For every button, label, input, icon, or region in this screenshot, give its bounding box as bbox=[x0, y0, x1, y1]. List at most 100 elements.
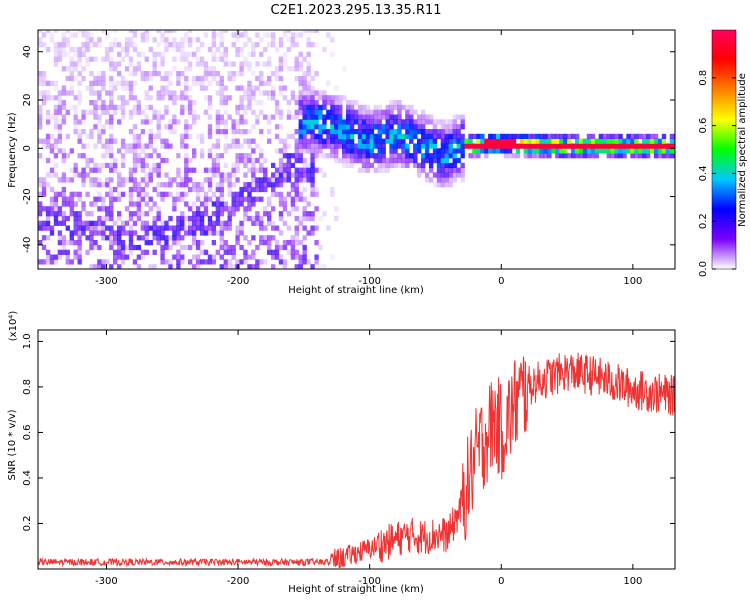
heatmap-cell bbox=[176, 196, 181, 202]
heatmap-cell bbox=[235, 138, 240, 144]
heatmap-cell bbox=[152, 235, 157, 241]
heatmap-cell bbox=[349, 104, 355, 111]
heatmap-cell bbox=[314, 254, 319, 260]
heatmap-cell bbox=[164, 109, 169, 115]
heatmap-cell bbox=[397, 104, 402, 111]
heatmap-cell bbox=[306, 114, 311, 120]
heatmap-cell bbox=[101, 201, 106, 207]
heatmap-cell bbox=[456, 129, 461, 135]
heatmap-cell bbox=[334, 95, 339, 101]
heatmap-cell bbox=[128, 191, 134, 197]
heatmap-cell bbox=[377, 129, 382, 135]
heatmap-cell bbox=[610, 148, 615, 154]
heatmap-cell bbox=[267, 56, 272, 62]
heatmap-cell bbox=[306, 259, 311, 265]
heatmap-cell bbox=[49, 201, 55, 207]
heatmap-cell bbox=[38, 225, 43, 231]
heatmap-cell bbox=[61, 172, 67, 178]
heatmap-cell bbox=[223, 85, 228, 91]
heatmap-cell bbox=[85, 211, 90, 217]
heatmap-cell bbox=[81, 172, 86, 178]
heatmap-cell bbox=[128, 143, 134, 149]
heatmap-cell bbox=[73, 66, 78, 72]
heatmap-cell bbox=[278, 85, 284, 91]
heatmap-cell bbox=[630, 133, 635, 140]
heatmap-cell bbox=[160, 138, 165, 144]
heatmap-cell bbox=[334, 124, 339, 130]
heatmap-cell bbox=[176, 259, 181, 265]
heatmap-cell bbox=[203, 109, 209, 115]
heatmap-cell bbox=[223, 119, 228, 125]
heatmap-cell bbox=[338, 100, 343, 106]
heatmap-cell bbox=[259, 80, 264, 86]
heatmap-cell bbox=[255, 259, 260, 265]
heatmap-cell bbox=[274, 172, 280, 178]
heatmap-cell bbox=[101, 71, 106, 77]
heatmap-cell bbox=[38, 104, 43, 111]
heatmap-cell bbox=[223, 124, 228, 130]
heatmap-cell bbox=[49, 37, 55, 43]
heatmap-cell bbox=[136, 201, 142, 207]
heatmap-cell bbox=[369, 153, 375, 159]
heatmap-cell bbox=[124, 51, 130, 57]
heatmap-cell bbox=[73, 51, 78, 57]
heatmap-cell bbox=[65, 153, 70, 159]
heatmap-cell bbox=[215, 230, 221, 236]
heatmap-cell bbox=[251, 51, 256, 57]
heatmap-cell bbox=[401, 133, 406, 140]
heatmap-cell bbox=[405, 143, 410, 149]
heatmap-cell bbox=[507, 133, 513, 140]
heatmap-cell bbox=[578, 138, 584, 144]
heatmap-cell bbox=[231, 264, 236, 269]
heatmap-cell bbox=[294, 177, 299, 183]
heatmap-cell bbox=[93, 124, 98, 130]
heatmap-cell bbox=[195, 220, 201, 226]
heatmap-cell bbox=[144, 235, 149, 241]
heatmap-cell bbox=[282, 206, 288, 212]
heatmap-cell bbox=[105, 215, 110, 222]
heatmap-cell bbox=[61, 157, 67, 164]
heatmap-cell bbox=[156, 114, 161, 120]
heatmap-cell bbox=[464, 138, 469, 144]
heatmap-cell bbox=[503, 143, 509, 149]
heatmap-cell bbox=[231, 172, 236, 178]
heatmap-cell bbox=[302, 225, 307, 231]
heatmap-cell bbox=[53, 153, 59, 159]
heatmap-cell bbox=[61, 153, 67, 159]
heatmap-cell bbox=[310, 109, 315, 115]
heatmap-cell bbox=[148, 167, 153, 173]
heatmap-cell bbox=[109, 61, 114, 67]
heatmap-cell bbox=[156, 162, 161, 169]
heatmap-cell bbox=[136, 153, 142, 159]
heatmap-cell bbox=[247, 51, 252, 57]
heatmap-cell bbox=[278, 124, 284, 130]
heatmap-cell bbox=[136, 196, 142, 202]
heatmap-cell bbox=[168, 225, 173, 231]
heatmap-cell bbox=[188, 244, 193, 251]
heatmap-cell bbox=[65, 37, 70, 43]
heatmap-cell bbox=[227, 215, 232, 222]
heatmap-cell bbox=[53, 215, 59, 222]
heatmap-cell bbox=[93, 90, 98, 96]
heatmap-cell bbox=[215, 249, 221, 255]
heatmap-cell bbox=[192, 37, 197, 43]
heatmap-cell bbox=[369, 114, 375, 120]
heatmap-cell bbox=[120, 177, 126, 183]
heatmap-cell bbox=[294, 42, 299, 48]
heatmap-cell bbox=[231, 211, 236, 217]
heatmap-cell bbox=[65, 51, 70, 57]
heatmap-cell bbox=[219, 95, 224, 101]
heatmap-cell bbox=[302, 90, 307, 96]
heatmap-cell bbox=[113, 80, 118, 86]
heatmap-cell bbox=[278, 259, 284, 265]
heatmap-cell bbox=[180, 51, 185, 57]
heatmap-cell bbox=[199, 225, 205, 231]
heatmap-cell bbox=[184, 104, 189, 111]
heatmap-cell bbox=[503, 133, 509, 140]
heatmap-cell bbox=[69, 85, 74, 91]
heatmap-cell bbox=[330, 186, 335, 193]
heatmap-cell bbox=[330, 148, 335, 154]
heatmap-cell bbox=[334, 157, 339, 164]
heatmap-cell bbox=[484, 138, 489, 144]
heatmap-cell bbox=[298, 90, 303, 96]
